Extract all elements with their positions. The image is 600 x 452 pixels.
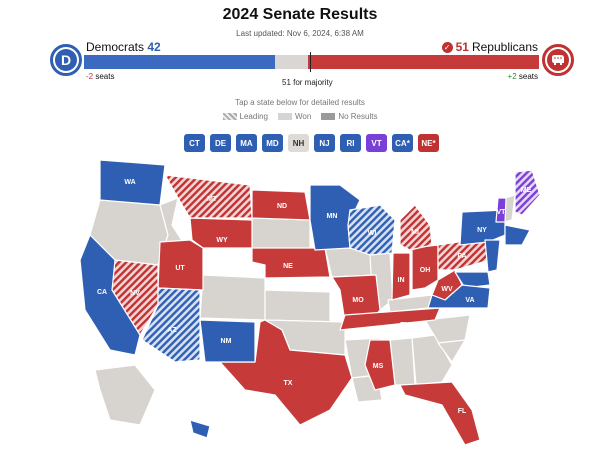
label-nv: NV — [130, 290, 140, 297]
state-md-de[interactable] — [454, 271, 491, 289]
label-wi: WI — [368, 230, 377, 237]
state-in[interactable] — [391, 252, 411, 301]
state-sd[interactable] — [251, 217, 311, 251]
last-updated: Last updated: Nov 6, 2024, 6:38 AM — [236, 29, 364, 38]
state-az[interactable] — [141, 287, 201, 363]
state-ca[interactable] — [79, 234, 141, 356]
seat-progress-bar — [84, 55, 539, 69]
label-wv: WV — [441, 286, 453, 293]
state-sc[interactable] — [437, 339, 466, 363]
state-mt[interactable] — [164, 174, 253, 219]
us-senate-map: WA MT ND MN WI MI NY ME VT NV UT WY NE C… — [79, 159, 541, 446]
democrats-bar — [84, 55, 275, 69]
label-pa: PA — [457, 253, 466, 260]
label-mt: MT — [207, 196, 218, 203]
state-fl[interactable] — [399, 381, 481, 446]
majority-marker — [310, 52, 311, 72]
label-tn: TN — [400, 322, 409, 329]
state-chip-de[interactable]: DE — [210, 134, 231, 152]
label-ny: NY — [477, 227, 487, 234]
state-va[interactable] — [427, 284, 491, 309]
republicans-logo — [542, 44, 574, 76]
winner-check-icon: ✓ — [441, 41, 453, 53]
state-chip-vt[interactable]: VT — [366, 134, 387, 152]
state-oh[interactable] — [411, 244, 439, 291]
state-ak[interactable] — [94, 364, 156, 426]
label-ne: NE — [283, 263, 293, 270]
label-ut: UT — [175, 265, 185, 272]
label-me: ME — [521, 187, 532, 194]
state-hi[interactable] — [189, 419, 211, 439]
state-chip-ne[interactable]: NE* — [418, 134, 439, 152]
republicans-label: ✓ 51 Republicans — [441, 40, 538, 54]
legend-won: Won — [278, 112, 311, 121]
map-hint: Tap a state below for detailed results — [235, 98, 365, 107]
state-ms[interactable] — [364, 339, 396, 391]
state-vt[interactable] — [495, 197, 507, 223]
state-wi[interactable] — [347, 204, 396, 256]
label-wy: WY — [216, 237, 228, 244]
label-va: VA — [465, 297, 474, 304]
democrats-name: Democrats — [86, 40, 145, 54]
state-nm[interactable] — [199, 319, 256, 363]
map-legend: Leading Won No Results — [0, 112, 600, 121]
democrats-seat-count: 42 — [147, 40, 161, 54]
label-mo: MO — [352, 297, 364, 304]
democrats-logo: D — [50, 44, 82, 76]
state-mi[interactable] — [399, 204, 433, 251]
label-nd: ND — [277, 203, 287, 210]
state-ks[interactable] — [264, 289, 331, 323]
state-chip-ct[interactable]: CT — [184, 134, 205, 152]
state-me[interactable] — [514, 169, 541, 216]
democrats-logo-letter: D — [55, 49, 77, 71]
state-chip-ri[interactable]: RI — [340, 134, 361, 152]
state-chip-ca[interactable]: CA* — [392, 134, 413, 152]
republicans-seat-count: 51 — [455, 40, 469, 54]
label-nm: NM — [221, 338, 232, 345]
state-chip-nj[interactable]: NJ — [314, 134, 335, 152]
label-mn: MN — [327, 213, 338, 220]
label-fl: FL — [458, 408, 467, 415]
label-in: IN — [398, 277, 405, 284]
label-mi: MI — [411, 229, 419, 236]
label-ca: CA — [97, 289, 107, 296]
republicans-seat-change: +2 seats — [507, 72, 538, 81]
state-wa[interactable] — [99, 159, 166, 206]
label-tx: TX — [284, 380, 293, 387]
republicans-name: Republicans — [471, 40, 538, 54]
label-wa: WA — [124, 179, 135, 186]
undecided-bar — [275, 55, 308, 69]
state-co[interactable] — [199, 274, 266, 321]
label-vt: VT — [497, 209, 507, 216]
state-chip-md[interactable]: MD — [262, 134, 283, 152]
state-tn[interactable] — [339, 307, 441, 331]
state-ma-ct-ri[interactable] — [504, 224, 531, 246]
label-ms: MS — [373, 363, 384, 370]
republicans-bar — [308, 55, 539, 69]
state-chip-ma[interactable]: MA — [236, 134, 257, 152]
state-chip-list: CT DE MA MD NH NJ RI VT CA* NE* — [184, 134, 439, 152]
state-nj[interactable] — [484, 239, 501, 273]
democrats-seat-change: -2 seats — [86, 72, 115, 81]
label-oh: OH — [420, 267, 431, 274]
elephant-icon — [552, 55, 564, 65]
democrats-label: Democrats 42 — [86, 40, 161, 54]
state-chip-nh[interactable]: NH — [288, 134, 309, 152]
label-az: AZ — [167, 327, 177, 334]
page-title: 2024 Senate Results — [222, 6, 378, 23]
majority-label: 51 for majority — [282, 78, 333, 87]
legend-leading: Leading — [222, 112, 268, 121]
state-wy[interactable] — [189, 217, 253, 249]
legend-no-results: No Results — [321, 112, 377, 121]
